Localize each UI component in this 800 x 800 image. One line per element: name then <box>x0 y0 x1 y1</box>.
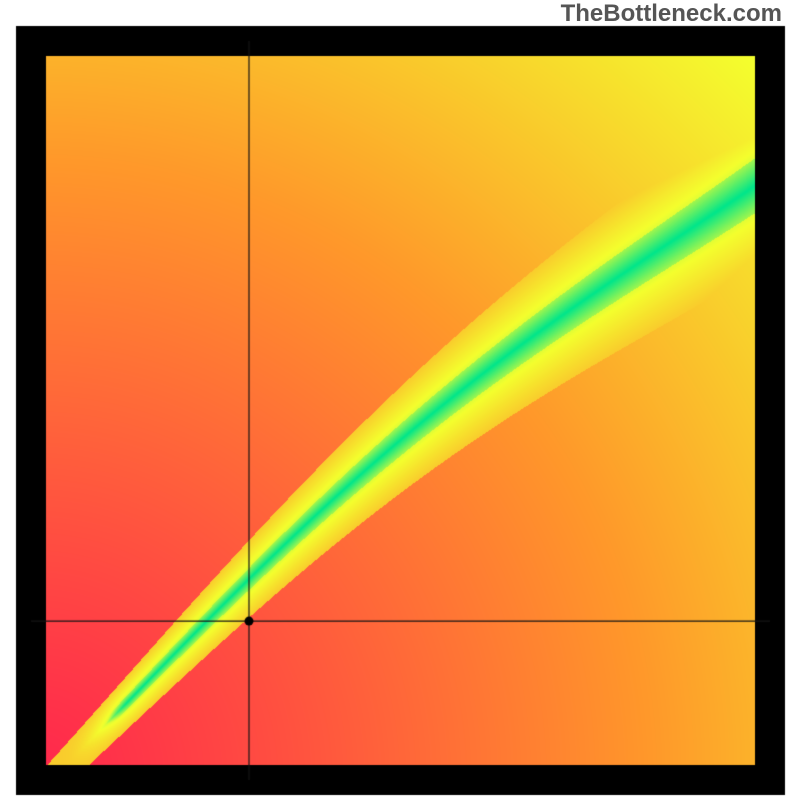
watermark-text: TheBottleneck.com <box>561 0 782 28</box>
chart-root: TheBottleneck.com <box>0 0 800 800</box>
bottleneck-heatmap-canvas <box>0 0 800 800</box>
